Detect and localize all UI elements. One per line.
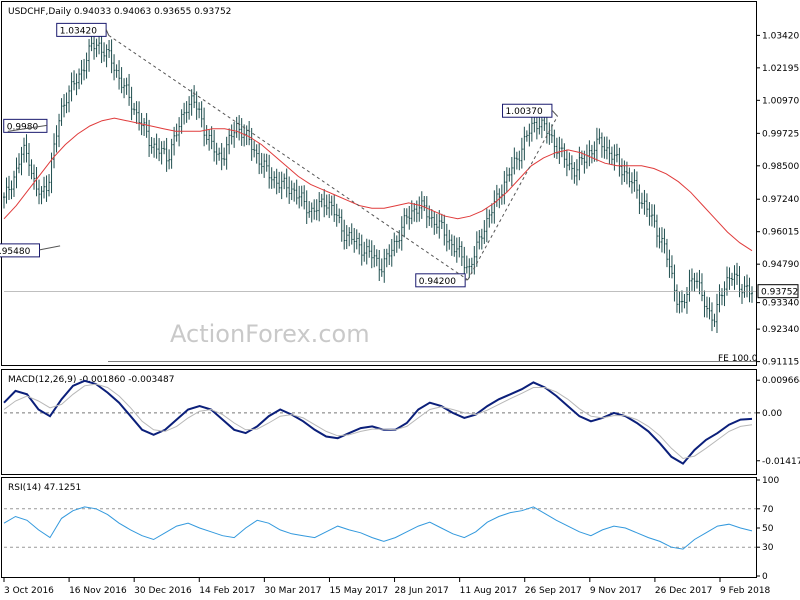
- main-y-tick-label: 0.96015: [762, 228, 799, 238]
- last-price-box: [757, 284, 799, 299]
- x-tick-label: 26 Sep 2017: [525, 586, 582, 596]
- annotation-label: 0.9980: [7, 122, 39, 132]
- annotation-leader: [39, 245, 61, 251]
- annotation-leader: [551, 109, 558, 117]
- x-tick-label: 14 Feb 2017: [199, 586, 255, 596]
- main-y-tick-label: 0.92340: [762, 325, 799, 335]
- trend-dashed-line: [467, 115, 558, 281]
- candles: [3, 31, 753, 334]
- annotation-label: 1.00370: [506, 107, 543, 117]
- main-y-axis: 1.03420 1.02195 1.00970 0.99725 0.98500 0.972…: [756, 31, 799, 368]
- macd-y-tick-label: 0.009664: [762, 376, 800, 386]
- main-y-tick-label: 1.00970: [762, 96, 799, 106]
- macd-panel-frame: [1, 369, 757, 475]
- price-annotations: 1.03420 0.9980 0.95480 0.94200 1.00370 0.9375…: [0, 22, 799, 362]
- main-y-tick-label: 0.98500: [762, 162, 799, 172]
- macd-signal-line: [3, 383, 753, 460]
- x-tick-label: 16 Nov 2016: [69, 586, 127, 596]
- rsi-y-tick-label: 50: [762, 524, 774, 534]
- rsi-line: [3, 506, 753, 550]
- x-axis: 3 Oct 2016 16 Nov 2016 30 Dec 2016 14 Feb 2…: [3, 578, 771, 596]
- x-tick-label: 9 Feb 2018: [720, 586, 771, 596]
- x-tick-label: 15 May 2017: [329, 586, 388, 596]
- main-panel-frame: [1, 1, 757, 366]
- rsi-y-tick-label: 70: [762, 505, 774, 515]
- annotation-leader: [7, 124, 48, 132]
- rsi-y-tick-label: 30: [762, 543, 774, 553]
- x-tick-label: 26 Dec 2017: [655, 586, 713, 596]
- rsi-panel-frame: [1, 477, 757, 578]
- main-y-tick-label: 0.99725: [762, 129, 799, 139]
- main-y-tick-label: 1.03420: [762, 31, 799, 41]
- rsi-header: RSI(14) 47.1251: [8, 483, 81, 493]
- annotation-label: 0.95480: [0, 247, 31, 257]
- main-y-tick-label: 0.97240: [762, 195, 799, 205]
- macd-series: [3, 379, 756, 465]
- x-tick-label: 30 Mar 2017: [264, 586, 321, 596]
- macd-y-tick-label: 0.00: [762, 409, 782, 419]
- x-tick-label: 3 Oct 2016: [4, 586, 54, 596]
- rsi-series: [3, 506, 756, 550]
- watermark: ActionForex.com: [170, 320, 370, 348]
- x-tick-label: 9 Nov 2017: [590, 586, 642, 596]
- annotation-box: [0, 243, 41, 258]
- x-tick-label: 28 Jun 2017: [395, 586, 449, 596]
- annotation-label: 1.03420: [60, 26, 97, 36]
- main-y-tick-label: 0.94790: [762, 260, 799, 270]
- x-tick-label: 30 Dec 2016: [134, 586, 192, 596]
- rsi-y-tick-label: 100: [762, 476, 779, 486]
- x-tick-label: 11 Aug 2017: [460, 586, 518, 596]
- main-header: USDCHF,Daily 0.94033 0.94063 0.93655 0.9…: [8, 7, 231, 17]
- macd-header: MACD(12,26,9) -0.001860 -0.003487: [8, 375, 174, 385]
- main-y-tick-label: 0.91115: [762, 358, 799, 368]
- trend-dashed-line: [108, 34, 469, 281]
- macd-line: [3, 379, 753, 465]
- moving-average-line: [3, 117, 753, 252]
- panel-frames: [1, 1, 757, 578]
- moving-average: [3, 117, 753, 252]
- rsi-y-axis: 100 70 50 30 0: [756, 476, 779, 582]
- main-y-tick-label: 1.02195: [762, 64, 799, 74]
- last-price-label: 0.93752: [761, 288, 798, 298]
- annotation-leader: [105, 29, 110, 36]
- rsi-y-tick-label: 0: [762, 572, 768, 582]
- fe-label: FE 100.0: [718, 354, 758, 364]
- annotation-label: 0.94200: [419, 277, 456, 287]
- main-y-tick-label: 0.93340: [762, 299, 799, 309]
